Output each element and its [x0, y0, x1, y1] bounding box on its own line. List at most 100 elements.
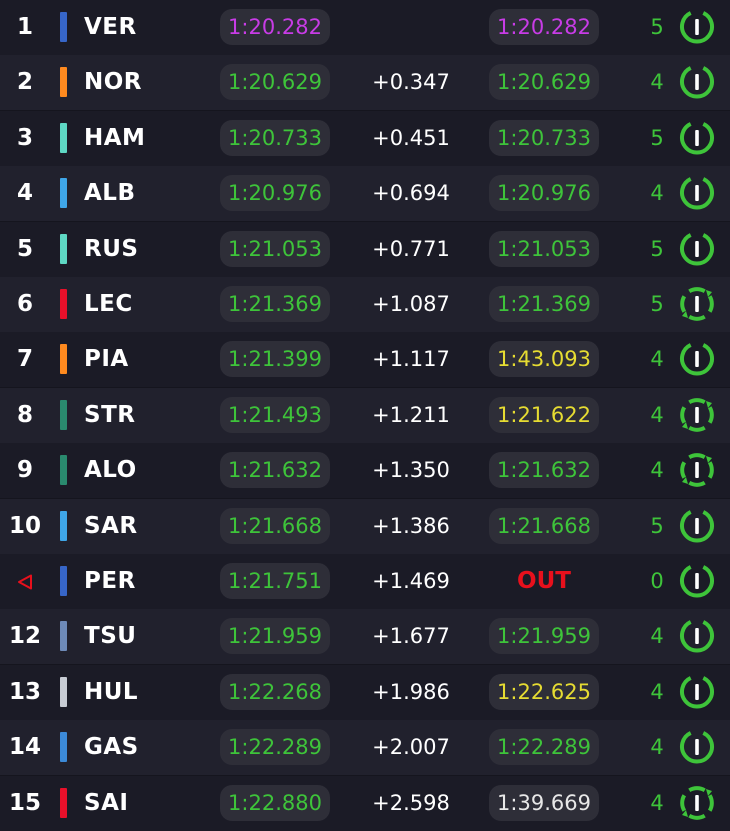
timing-row[interactable]: 10 SAR 1:21.668 +1.386 1:21.668 5 [0, 498, 730, 554]
timing-row[interactable]: 2 NOR 1:20.629 +0.347 1:20.629 4 [0, 55, 730, 111]
driver-code: ALB [84, 180, 136, 207]
best-lap-time: 1:20.282 [220, 9, 330, 45]
driver-code: STR [84, 401, 136, 428]
timing-row[interactable]: 7 PIA 1:21.399 +1.117 1:43.093 4 [0, 332, 730, 388]
driver-code: SAI [84, 789, 129, 816]
new-tyre-icon [680, 343, 714, 376]
used-tyre-icon [680, 785, 714, 820]
gap-to-leader: +2.598 [372, 790, 450, 815]
status-out: OUT [517, 568, 571, 594]
best-lap-time: 1:21.369 [220, 286, 330, 322]
last-lap-time: 1:21.053 [489, 230, 599, 267]
position: 2 [16, 69, 33, 96]
position: 15 [8, 789, 41, 816]
last-lap-time: 1:20.733 [489, 119, 599, 156]
gap-to-leader: +0.451 [372, 125, 450, 150]
new-tyre-icon [680, 565, 714, 598]
position [0, 554, 50, 609]
driver-code: NOR [84, 69, 143, 96]
new-tyre-icon [680, 509, 714, 543]
best-lap-time: 1:21.399 [220, 341, 330, 378]
tyre-laps: 4 [650, 181, 664, 206]
tyre-laps: 4 [650, 679, 664, 704]
best-lap-time: 1:21.493 [220, 396, 330, 433]
driver-code: ALO [84, 457, 137, 484]
best-lap-time: 1:20.629 [220, 64, 330, 101]
driver-code: VER [84, 14, 137, 40]
gap-to-leader: +1.677 [372, 624, 450, 649]
last-lap-time: 1:21.632 [489, 452, 599, 489]
timing-row[interactable]: 6 LEC 1:21.369 +1.087 1:21.369 5 [0, 277, 730, 332]
team-color-bar [60, 289, 67, 319]
best-lap-time: 1:21.668 [220, 507, 330, 544]
position: 4 [16, 180, 33, 207]
timing-row[interactable]: 4 ALB 1:20.976 +0.694 1:20.976 4 [0, 166, 730, 222]
best-lap-time: 1:21.959 [220, 618, 330, 655]
timing-row[interactable]: 5 RUS 1:21.053 +0.771 1:21.053 5 [0, 221, 730, 277]
last-lap-time: 1:20.629 [489, 64, 599, 101]
team-color-bar [60, 510, 67, 541]
tyre-laps: 4 [650, 790, 664, 815]
best-lap-time: 1:22.289 [220, 729, 330, 766]
gap-to-leader: +1.117 [372, 347, 450, 372]
tyre-laps: 4 [650, 70, 664, 95]
team-color-bar [60, 676, 67, 707]
driver-code: SAR [84, 512, 138, 539]
team-color-bar [60, 621, 67, 652]
driver-code: LEC [84, 291, 133, 317]
team-color-bar [60, 233, 67, 264]
gap-to-leader: +0.694 [372, 181, 450, 206]
last-lap-time: 1:22.625 [489, 673, 599, 710]
timing-row[interactable]: 13 HUL 1:22.268 +1.986 1:22.625 4 [0, 664, 730, 720]
position: 13 [8, 678, 41, 705]
team-color-bar [60, 67, 67, 98]
timing-row[interactable]: 1 VER 1:20.282 1:20.282 5 [0, 0, 730, 55]
best-lap-time: 1:20.733 [220, 119, 330, 156]
team-color-bar [60, 178, 67, 209]
timing-row[interactable]: 9 ALO 1:21.632 +1.350 1:21.632 4 [0, 443, 730, 499]
position: 6 [16, 291, 33, 317]
best-lap-time: 1:21.053 [220, 230, 330, 267]
last-lap-time: 1:21.668 [489, 507, 599, 544]
gap-to-leader: +2.007 [372, 735, 450, 760]
best-lap-time: 1:21.632 [220, 452, 330, 489]
last-lap-time: 1:21.622 [489, 396, 599, 433]
driver-code: TSU [84, 623, 137, 650]
position: 7 [16, 346, 33, 373]
tyre-laps: 5 [650, 125, 664, 150]
tyre-laps: 5 [650, 236, 664, 261]
gap-to-leader: +0.347 [372, 70, 450, 95]
team-color-bar [60, 399, 67, 430]
tyre-laps: 4 [650, 402, 664, 427]
tyre-laps: 5 [650, 292, 664, 316]
new-tyre-icon [680, 675, 714, 709]
new-tyre-icon [680, 232, 714, 266]
new-tyre-icon [680, 11, 714, 44]
team-color-bar [60, 566, 67, 596]
team-color-bar [60, 122, 67, 153]
tyre-laps: 4 [650, 735, 664, 760]
gap-to-leader: +1.386 [372, 513, 450, 538]
driver-code: HAM [84, 124, 146, 151]
last-lap-time: 1:20.976 [489, 175, 599, 212]
used-tyre-icon [680, 453, 714, 488]
team-color-bar [60, 344, 67, 375]
timing-row[interactable]: 14 GAS 1:22.289 +2.007 1:22.289 4 [0, 720, 730, 776]
position: 12 [8, 623, 41, 650]
last-lap-time: 1:21.959 [489, 618, 599, 655]
timing-row[interactable]: 3 HAM 1:20.733 +0.451 1:20.733 5 [0, 110, 730, 166]
tyre-laps: 4 [650, 458, 664, 483]
position: 8 [16, 401, 33, 428]
best-lap-time: 1:21.751 [220, 563, 330, 599]
timing-row[interactable]: 8 STR 1:21.493 +1.211 1:21.622 4 [0, 387, 730, 443]
team-color-bar [60, 732, 67, 763]
timing-row[interactable]: PER 1:21.751 +1.469 OUT 0 [0, 554, 730, 609]
timing-row[interactable]: 12 TSU 1:21.959 +1.677 1:21.959 4 [0, 609, 730, 665]
best-lap-time: 1:20.976 [220, 175, 330, 212]
used-tyre-icon [680, 397, 714, 432]
new-tyre-icon [680, 177, 714, 210]
gap-to-leader: +1.986 [372, 679, 450, 704]
gap-to-leader: +1.350 [372, 458, 450, 483]
timing-row[interactable]: 15 SAI 1:22.880 +2.598 1:39.669 4 [0, 775, 730, 831]
